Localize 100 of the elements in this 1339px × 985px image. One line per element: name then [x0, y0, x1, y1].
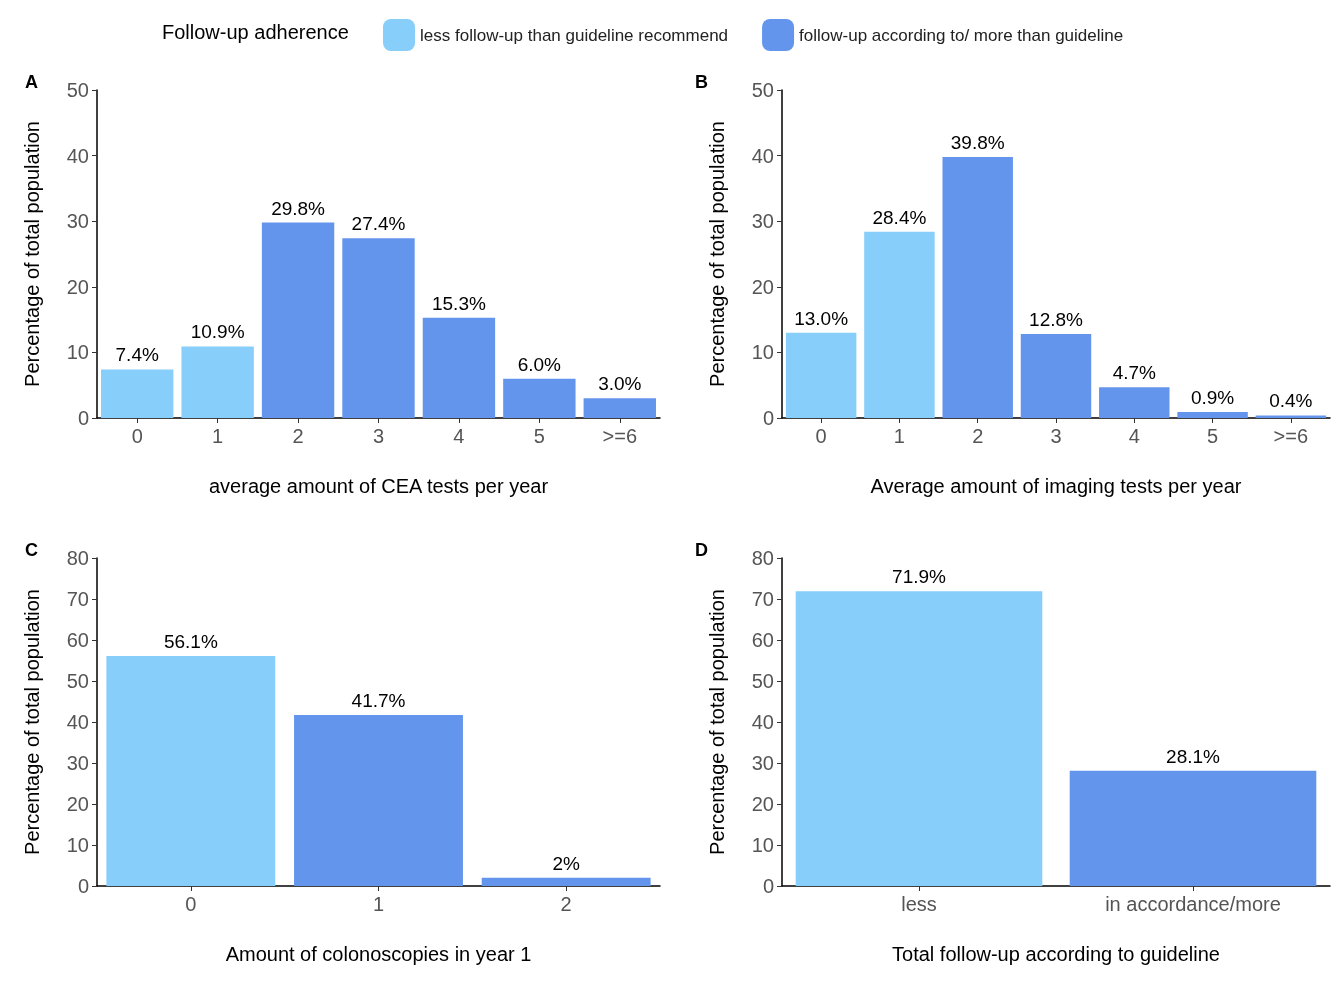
- bar: [1255, 415, 1327, 418]
- x-tick-label: 4: [1128, 425, 1140, 447]
- data-label: 41.7%: [351, 690, 406, 712]
- y-tick-label: 0: [762, 407, 774, 429]
- data-label: 29.8%: [271, 197, 326, 219]
- bar: [942, 156, 1013, 418]
- y-tick-label: 0: [762, 875, 774, 897]
- y-axis-title: Percentage of total population: [706, 121, 728, 387]
- y-tick-label: 0: [77, 407, 89, 429]
- y-tick-label: 20: [66, 793, 89, 815]
- bar: [261, 222, 335, 418]
- legend-title: Follow-up adherence: [162, 21, 349, 43]
- data-label: 2%: [552, 852, 580, 874]
- data-label: 0.4%: [1269, 390, 1313, 412]
- bar: [106, 655, 276, 886]
- x-tick-label: in accordance/more: [1105, 893, 1281, 915]
- data-label: 6.0%: [517, 353, 562, 375]
- chart-title: D: [695, 540, 708, 560]
- x-tick-label: 0: [185, 893, 197, 915]
- x-tick-label: 0: [131, 425, 143, 447]
- y-tick-label: 50: [751, 670, 774, 692]
- data-label: 15.3%: [431, 292, 486, 314]
- x-tick-label: 3: [1050, 425, 1062, 447]
- y-tick-label: 40: [66, 144, 89, 167]
- y-tick-label: 80: [751, 547, 774, 569]
- data-label: 13.0%: [794, 307, 849, 329]
- bar: [342, 238, 415, 418]
- y-tick-label: 30: [66, 210, 89, 233]
- data-label: 4.7%: [1112, 362, 1157, 384]
- x-tick-label: >=6: [1273, 425, 1309, 447]
- y-tick-label: 50: [66, 670, 89, 692]
- y-axis-title: Percentage of total population: [21, 121, 43, 387]
- x-tick-label: 5: [1207, 425, 1219, 447]
- y-tick-label: 20: [66, 275, 89, 298]
- y-tick-label: 70: [751, 588, 774, 610]
- bar: [1177, 412, 1248, 418]
- chart-title: A: [25, 72, 38, 92]
- bar: [294, 715, 463, 886]
- x-axis-title: Average amount of imaging tests per year: [870, 475, 1242, 497]
- bar: [864, 231, 935, 418]
- bar: [101, 369, 174, 418]
- y-axis-title: Percentage of total population: [706, 589, 728, 855]
- data-label: 3.0%: [598, 373, 642, 395]
- y-tick-label: 10: [751, 341, 774, 364]
- y-tick-label: 40: [751, 144, 774, 167]
- bar: [503, 378, 576, 418]
- y-tick-label: 0: [77, 875, 89, 897]
- data-label: 28.1%: [1166, 745, 1221, 767]
- data-label: 71.9%: [892, 566, 947, 588]
- data-label: 39.8%: [950, 131, 1005, 153]
- bar: [181, 346, 254, 418]
- data-label: 28.4%: [872, 206, 927, 228]
- y-tick-label: 50: [66, 79, 89, 101]
- x-tick-label: 2: [560, 893, 572, 915]
- data-label: 12.8%: [1029, 309, 1084, 331]
- x-tick-label: 1: [212, 425, 224, 447]
- y-tick-label: 10: [66, 341, 89, 364]
- y-tick-label: 50: [751, 79, 774, 101]
- y-tick-label: 10: [66, 834, 89, 856]
- y-axis-title: Percentage of total population: [21, 589, 43, 855]
- x-tick-label: less: [901, 893, 937, 915]
- chart-title: C: [25, 540, 38, 560]
- x-tick-label: 2: [972, 425, 984, 447]
- x-tick-label: 4: [453, 425, 465, 447]
- y-tick-label: 60: [66, 629, 89, 651]
- y-tick-label: 20: [751, 275, 774, 298]
- data-label: 10.9%: [190, 321, 245, 343]
- bar: [583, 398, 656, 418]
- bar: [481, 877, 651, 886]
- x-tick-label: >=6: [602, 425, 638, 447]
- y-tick-label: 60: [751, 629, 774, 651]
- y-tick-label: 70: [66, 588, 89, 610]
- x-tick-label: 5: [533, 425, 545, 447]
- y-tick-label: 30: [66, 752, 89, 774]
- legend-label: less follow-up than guideline recommend: [420, 25, 729, 45]
- x-tick-label: 1: [372, 893, 385, 915]
- x-axis-title: average amount of CEA tests per year: [208, 475, 549, 497]
- legend-label: follow-up according to/ more than guideline: [799, 25, 1124, 45]
- x-tick-label: 0: [815, 425, 827, 447]
- y-tick-label: 20: [751, 793, 774, 815]
- x-axis-title: Amount of colonoscopies in year 1: [225, 943, 532, 965]
- y-tick-label: 40: [751, 711, 774, 733]
- y-tick-label: 10: [751, 834, 774, 856]
- bar: [1099, 387, 1170, 418]
- bar: [1020, 334, 1092, 418]
- data-label: 27.4%: [351, 213, 406, 235]
- y-tick-label: 40: [66, 711, 89, 733]
- bar: [785, 332, 857, 418]
- x-tick-label: 3: [372, 425, 385, 447]
- bar: [422, 317, 496, 418]
- data-label: 7.4%: [115, 344, 159, 366]
- chart-title: B: [695, 72, 708, 92]
- data-label: 56.1%: [163, 630, 218, 652]
- x-tick-label: 1: [893, 425, 905, 447]
- data-label: 0.9%: [1190, 387, 1235, 409]
- x-tick-label: 2: [292, 425, 304, 447]
- y-tick-label: 30: [751, 210, 774, 233]
- x-axis-title: Total follow-up according to guideline: [892, 943, 1220, 965]
- y-tick-label: 30: [751, 752, 774, 774]
- y-tick-label: 80: [66, 547, 89, 569]
